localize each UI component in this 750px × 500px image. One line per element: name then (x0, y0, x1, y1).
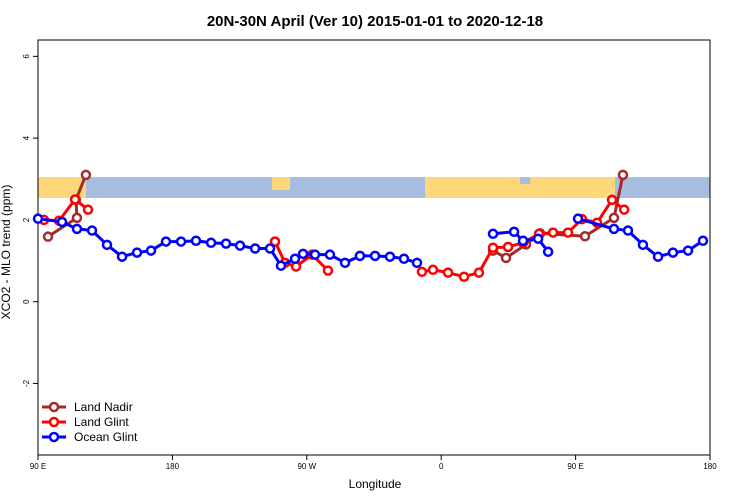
data-point (682, 245, 694, 256)
land-strip (425, 177, 520, 198)
legend-label: Land Nadir (74, 400, 133, 414)
data-point (618, 204, 630, 215)
data-point (69, 194, 81, 205)
x-tick-label: 180 (166, 462, 180, 471)
legend-label: Ocean Glint (74, 430, 138, 444)
data-point (32, 213, 44, 224)
plot-layer: 90 E 180 90 W 0 90 E 180 -2 0 2 4 6 Land NadirLand … (22, 54, 717, 471)
data-point (427, 264, 439, 276)
data-point (339, 257, 351, 269)
data-point (145, 245, 157, 256)
data-point (384, 251, 396, 262)
data-point (542, 246, 554, 258)
land-strip (272, 177, 290, 190)
data-point (190, 235, 202, 247)
land-strip (530, 177, 615, 198)
data-point (71, 212, 83, 224)
data-point (608, 223, 620, 235)
x-tick-label: 0 (439, 462, 444, 471)
x-tick-label: 90 W (297, 462, 316, 471)
data-point (71, 223, 83, 235)
data-point (234, 240, 246, 251)
data-point (442, 267, 454, 278)
data-point (562, 227, 574, 238)
data-point (416, 266, 428, 278)
data-point (517, 235, 529, 247)
data-point (508, 226, 520, 238)
y-tick-label: -2 (22, 379, 31, 387)
legend-marker (48, 401, 60, 413)
data-point (175, 236, 187, 247)
data-point (487, 228, 499, 240)
y-axis-label: XCO2 - MLO trend (ppm) (0, 185, 13, 320)
data-point (264, 243, 276, 254)
data-point (289, 253, 301, 264)
data-point (205, 237, 217, 249)
y-tick-label: 0 (22, 299, 31, 304)
y-tick-label: 6 (22, 54, 31, 59)
data-point (473, 267, 485, 278)
data-point (160, 236, 172, 247)
plot-frame (37, 39, 711, 456)
data-point (101, 239, 113, 251)
chart-title: 20N-30N April (Ver 10) 2015-01-01 to 202… (207, 13, 543, 30)
data-point (579, 231, 591, 242)
data-point (458, 271, 470, 282)
data-point (354, 250, 366, 262)
data-point (42, 231, 54, 242)
x-tick-label: 90 E (567, 462, 583, 471)
legend-label: Land Glint (74, 415, 129, 429)
data-point (606, 194, 618, 206)
data-point (398, 253, 410, 264)
data-point (617, 169, 629, 181)
data-point (652, 251, 664, 262)
data-point (131, 247, 143, 258)
data-point (309, 249, 321, 260)
data-point (82, 204, 94, 215)
land-strip (38, 177, 86, 198)
data-point (622, 225, 634, 236)
data-point (80, 169, 92, 181)
x-tick-label: 90 E (30, 462, 46, 471)
data-point (220, 238, 232, 249)
data-point (369, 250, 381, 262)
data-point (86, 225, 98, 236)
x-axis-label: Longitude (349, 477, 402, 491)
data-point (297, 248, 309, 260)
data-point (697, 235, 709, 247)
data-point (322, 265, 334, 276)
land-strip (520, 184, 530, 198)
data-point (249, 243, 261, 254)
y-tick-label: 4 (22, 135, 31, 140)
data-point (572, 213, 584, 224)
data-point (667, 247, 679, 258)
data-point (608, 212, 620, 224)
data-point (275, 260, 287, 271)
y-tick-label: 2 (22, 217, 31, 222)
data-point (500, 252, 512, 264)
data-point (56, 216, 68, 228)
data-point (502, 241, 514, 253)
series-line (37, 217, 704, 268)
data-point (637, 239, 649, 251)
data-point (411, 257, 423, 269)
data-point (324, 249, 336, 260)
data-point (487, 242, 499, 253)
data-point (532, 233, 544, 244)
map-strip (38, 177, 710, 198)
data-point (547, 227, 559, 238)
legend-marker (48, 431, 60, 443)
legend-marker (48, 416, 60, 428)
data-point (116, 251, 128, 262)
data-point (269, 236, 281, 247)
x-tick-label: 180 (703, 462, 717, 471)
